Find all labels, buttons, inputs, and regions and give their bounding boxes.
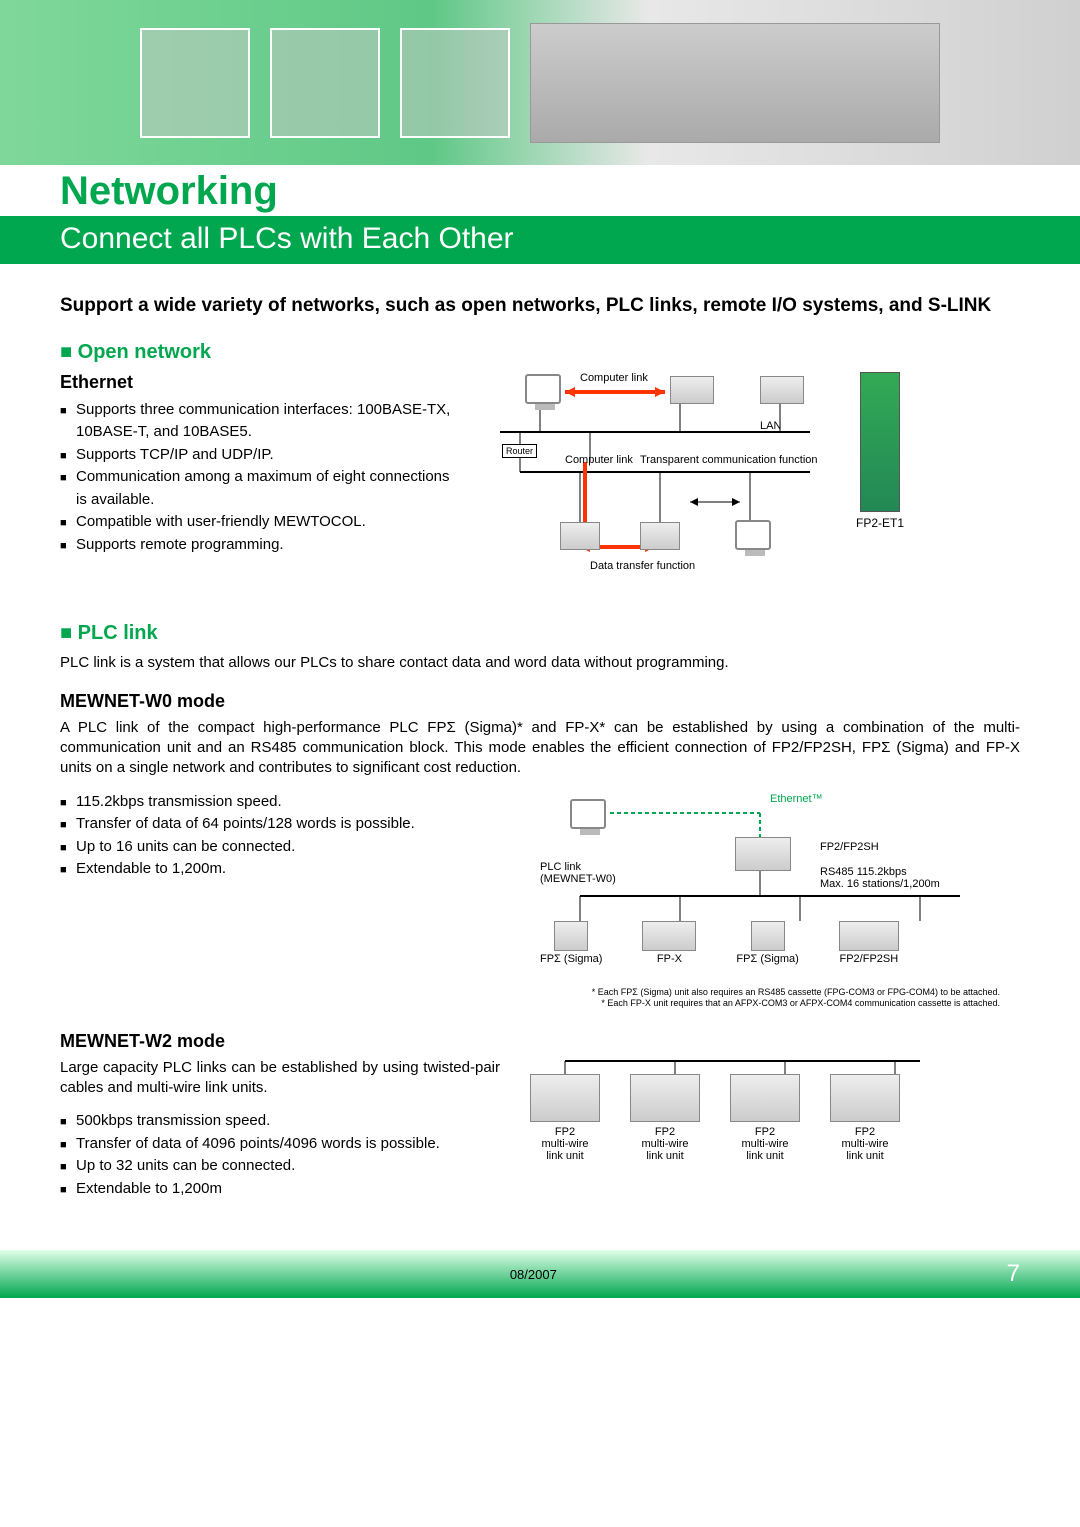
hero-banner bbox=[0, 0, 1080, 165]
pc-icon bbox=[735, 520, 771, 550]
module-image bbox=[860, 372, 900, 512]
plc-link-intro: PLC link is a system that allows our PLC… bbox=[60, 653, 1020, 673]
bullet-item: Supports three communication interfaces:… bbox=[60, 399, 460, 444]
plc-icon bbox=[735, 837, 791, 871]
plc-icon bbox=[670, 376, 714, 404]
section-heading-plc-link: PLC link bbox=[60, 622, 1020, 645]
bullet-item: Supports TCP/IP and UDP/IP. bbox=[60, 444, 460, 467]
w2-unit: FP2multi-wire link unit bbox=[730, 1074, 800, 1162]
plc-icon bbox=[730, 1074, 800, 1122]
bullet-item: Extendable to 1,200m bbox=[60, 1178, 500, 1201]
w2-diagram: FP2multi-wire link unit FP2multi-wire li… bbox=[520, 1058, 950, 1178]
hero-decor-box bbox=[400, 28, 510, 138]
unit-label-top: FP2 bbox=[830, 1126, 900, 1138]
plc-icon bbox=[751, 921, 785, 951]
bullet-item: Up to 16 units can be connected. bbox=[60, 836, 500, 859]
bullet-item: Supports remote programming. bbox=[60, 534, 460, 557]
diagram-label: FP2/FP2SH bbox=[820, 841, 879, 853]
page-subtitle: Connect all PLCs with Each Other bbox=[0, 216, 1080, 264]
plc-icon bbox=[642, 921, 696, 951]
diagram-label: Ethernet™ bbox=[770, 793, 823, 805]
bullet-item: 500kbps transmission speed. bbox=[60, 1110, 500, 1133]
unit-label: FP2/FP2SH bbox=[840, 953, 899, 965]
diagram-label: Computer link bbox=[565, 454, 633, 466]
page-number: 7 bbox=[1007, 1260, 1020, 1288]
router-label: Router bbox=[502, 444, 537, 458]
unit-label-top: FP2 bbox=[730, 1126, 800, 1138]
plc-icon bbox=[530, 1074, 600, 1122]
fp2-et1-module: FP2-ET1 bbox=[850, 372, 910, 530]
w0-diagram: Ethernet™ FP2/FP2SH PLC link (MEWNET-W0)… bbox=[520, 791, 1000, 991]
plc-icon bbox=[630, 1074, 700, 1122]
diagram-label: LAN bbox=[760, 420, 781, 432]
plc-icon bbox=[839, 921, 899, 951]
diagram-label: PLC link (MEWNET-W0) bbox=[540, 861, 616, 885]
page-title: Networking bbox=[0, 165, 1080, 216]
bullet-item: Compatible with user-friendly MEWTOCOL. bbox=[60, 511, 460, 534]
pc-icon bbox=[525, 374, 561, 404]
w2-unit: FP2multi-wire link unit bbox=[630, 1074, 700, 1162]
page-footer: 08/2007 7 bbox=[0, 1250, 1080, 1298]
bullet-item: 115.2kbps transmission speed. bbox=[60, 791, 500, 814]
unit-label-top: FP2 bbox=[530, 1126, 600, 1138]
unit-label-bottom: multi-wire link unit bbox=[730, 1138, 800, 1162]
unit-label: FP-X bbox=[657, 953, 682, 965]
footer-date: 08/2007 bbox=[510, 1267, 557, 1282]
footnote: * Each FP-X unit requires that an AFPX-C… bbox=[530, 998, 1000, 1009]
diagram-label: Computer link bbox=[580, 372, 648, 384]
module-label: FP2-ET1 bbox=[856, 516, 904, 530]
hero-plc-image bbox=[530, 23, 940, 143]
ethernet-bullets: Supports three communication interfaces:… bbox=[60, 399, 460, 557]
unit-label-bottom: multi-wire link unit bbox=[630, 1138, 700, 1162]
diagram-label: RS485 115.2kbps Max. 16 stations/1,200m bbox=[820, 866, 940, 890]
diagram-label: Transparent communication function bbox=[640, 454, 818, 466]
bullet-item: Extendable to 1,200m. bbox=[60, 858, 500, 881]
hero-decor-box bbox=[140, 28, 250, 138]
ethernet-title: Ethernet bbox=[60, 372, 460, 393]
unit-label-bottom: multi-wire link unit bbox=[530, 1138, 600, 1162]
plc-icon bbox=[830, 1074, 900, 1122]
w2-unit: FP2multi-wire link unit bbox=[830, 1074, 900, 1162]
w2-unit: FP2multi-wire link unit bbox=[530, 1074, 600, 1162]
intro-text: Support a wide variety of networks, such… bbox=[60, 294, 1020, 319]
plc-icon bbox=[760, 376, 804, 404]
w0-bullets: 115.2kbps transmission speed. Transfer o… bbox=[60, 791, 500, 881]
bullet-item: Transfer of data of 4096 points/4096 wor… bbox=[60, 1133, 500, 1156]
unit-label: FPΣ (Sigma) bbox=[736, 953, 798, 965]
plc-icon bbox=[560, 522, 600, 550]
hero-decor-box bbox=[270, 28, 380, 138]
bullet-item: Up to 32 units can be connected. bbox=[60, 1155, 500, 1178]
unit-label-top: FP2 bbox=[630, 1126, 700, 1138]
section-heading-open-network: Open network bbox=[60, 341, 1020, 364]
unit-label-bottom: multi-wire link unit bbox=[830, 1138, 900, 1162]
w0-title: MEWNET-W0 mode bbox=[60, 691, 1020, 712]
w2-bullets: 500kbps transmission speed. Transfer of … bbox=[60, 1110, 500, 1200]
bullet-item: Communication among a maximum of eight c… bbox=[60, 466, 460, 511]
footnote: * Each FPΣ (Sigma) unit also requires an… bbox=[530, 987, 1000, 998]
unit-label: FPΣ (Sigma) bbox=[540, 953, 602, 965]
pc-icon bbox=[570, 799, 606, 829]
plc-icon bbox=[554, 921, 588, 951]
ethernet-diagram: Router Computer link LAN Computer link T… bbox=[480, 372, 830, 572]
w0-body: A PLC link of the compact high-performan… bbox=[60, 718, 1020, 779]
w2-body: Large capacity PLC links can be establis… bbox=[60, 1058, 500, 1099]
bullet-item: Transfer of data of 64 points/128 words … bbox=[60, 813, 500, 836]
diagram-label: Data transfer function bbox=[590, 560, 695, 572]
plc-icon bbox=[640, 522, 680, 550]
